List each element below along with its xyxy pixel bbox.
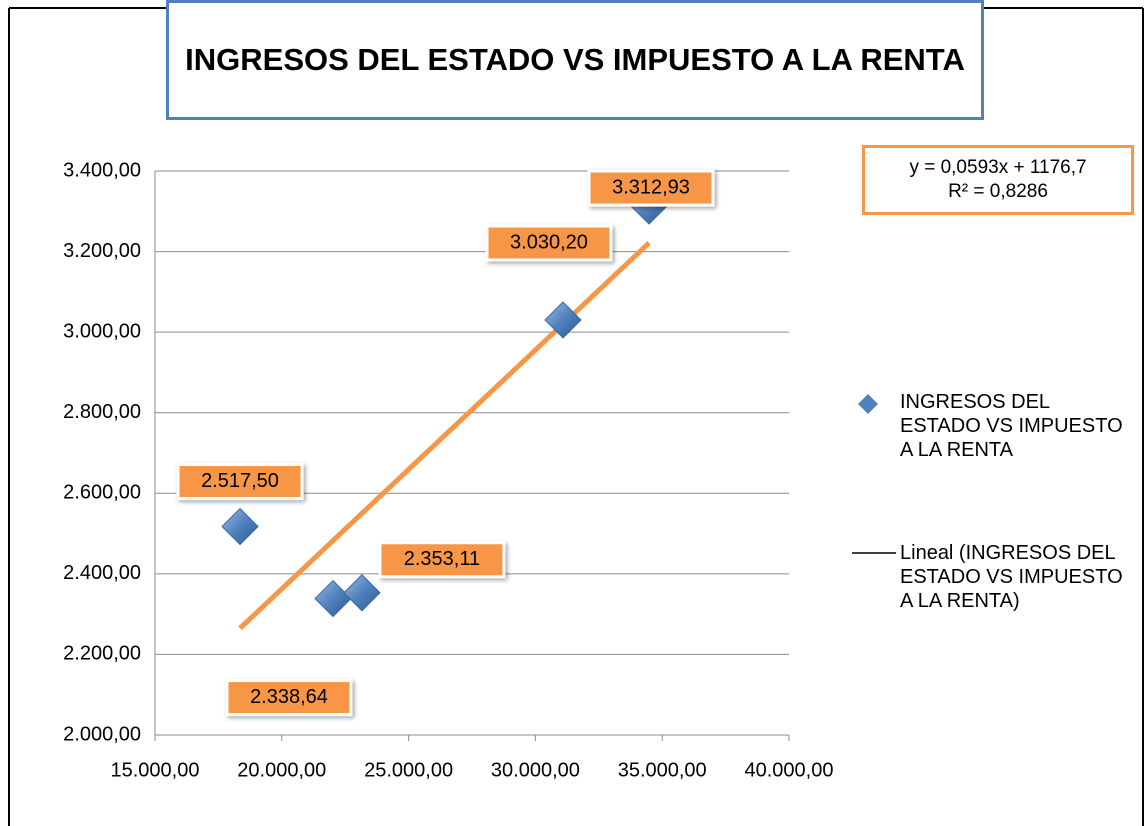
data-label: 2.353,11 [404, 548, 480, 570]
legend-marker [858, 394, 878, 414]
point [544, 301, 582, 339]
legend-label: Lineal (INGRESOS DEL ESTADO VS IMPUESTO … [900, 542, 1123, 612]
y-tick-label: 2.600,00 [63, 482, 141, 504]
data-label-box [378, 541, 506, 579]
y-tick-label: 3.200,00 [63, 240, 141, 262]
y-tick-label: 3.400,00 [63, 159, 141, 181]
chart-title: INGRESOS DEL ESTADO VS IMPUESTO A LA REN… [166, 0, 984, 120]
data-label: 3.030,20 [510, 231, 588, 253]
data-label-box [176, 463, 304, 501]
data-label: 2.338,64 [250, 686, 328, 708]
x-tick-label: 40.000,00 [745, 759, 834, 781]
y-tick-label: 2.400,00 [63, 562, 141, 584]
point [314, 579, 352, 618]
data-label-box [587, 169, 715, 207]
y-tick-label: 2.000,00 [63, 723, 141, 745]
y-tick-label: 2.200,00 [63, 643, 141, 665]
x-tick-label: 20.000,00 [237, 759, 326, 781]
r-squared: R² = 0,8286 [948, 181, 1048, 202]
x-tick-label: 25.000,00 [364, 759, 453, 781]
data-label-box [225, 679, 353, 717]
data-label-box [485, 224, 613, 262]
legend-label: INGRESOS DEL ESTADO VS IMPUESTO A LA REN… [900, 391, 1123, 461]
trendline-equation: y = 0,0593x + 1176,7 R² = 0,8286 [862, 145, 1134, 215]
x-tick-label: 30.000,00 [491, 759, 580, 781]
equation: y = 0,0593x + 1176,7 [909, 157, 1087, 178]
y-tick-label: 2.800,00 [63, 401, 141, 423]
x-tick-label: 15.000,00 [111, 759, 200, 781]
y-tick-label: 3.000,00 [63, 320, 141, 342]
data-label: 3.312,93 [612, 176, 690, 198]
point [221, 507, 259, 546]
data-label: 2.517,50 [201, 470, 279, 492]
trendline [238, 241, 651, 631]
point [343, 574, 381, 612]
x-tick-label: 35.000,00 [618, 759, 707, 781]
